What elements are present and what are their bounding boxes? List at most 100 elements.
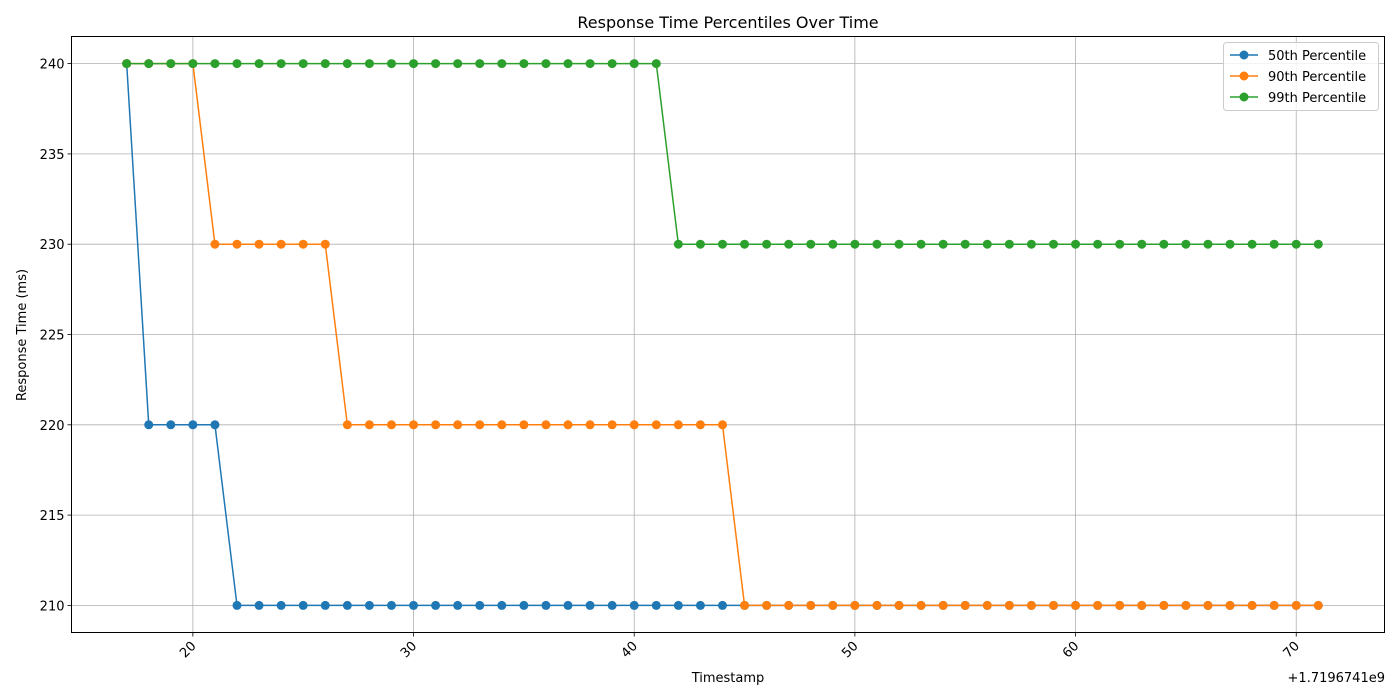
- legend-marker: [1239, 92, 1249, 102]
- x-tick-label: 20: [177, 639, 199, 661]
- data-point: [607, 420, 617, 430]
- data-point: [1048, 239, 1058, 249]
- data-point: [673, 600, 683, 610]
- data-point: [475, 600, 485, 610]
- data-point: [695, 420, 705, 430]
- data-point: [695, 600, 705, 610]
- data-point: [364, 59, 374, 69]
- data-point: [497, 420, 507, 430]
- data-point: [541, 59, 551, 69]
- data-point: [497, 59, 507, 69]
- data-point: [1291, 600, 1301, 610]
- data-point: [1137, 600, 1147, 610]
- data-point: [629, 420, 639, 430]
- x-offset-label: +1.7196741e9: [1288, 671, 1385, 686]
- data-point: [916, 239, 926, 249]
- data-point: [1181, 600, 1191, 610]
- data-point: [1004, 600, 1014, 610]
- data-point: [1269, 600, 1279, 610]
- data-point: [409, 420, 419, 430]
- data-point: [475, 59, 485, 69]
- data-point: [519, 600, 529, 610]
- data-point: [1159, 239, 1169, 249]
- data-point: [188, 59, 198, 69]
- data-point: [431, 600, 441, 610]
- data-point: [519, 420, 529, 430]
- legend-marker: [1239, 71, 1249, 81]
- data-point: [276, 600, 286, 610]
- data-point: [784, 239, 794, 249]
- y-tick-label: 235: [40, 148, 65, 163]
- data-point: [298, 59, 308, 69]
- data-point: [960, 239, 970, 249]
- data-point: [894, 239, 904, 249]
- y-tick-label: 230: [40, 238, 65, 253]
- data-point: [320, 239, 330, 249]
- x-tick-label: 30: [398, 639, 420, 661]
- data-point: [1004, 239, 1014, 249]
- data-point: [1225, 239, 1235, 249]
- data-point: [762, 239, 772, 249]
- data-point: [1071, 600, 1081, 610]
- data-point: [122, 59, 132, 69]
- data-point: [453, 59, 463, 69]
- legend-entry: 90th Percentile: [1230, 70, 1366, 85]
- x-tick-label: 60: [1060, 639, 1082, 661]
- y-tick-label: 210: [40, 599, 65, 614]
- data-point: [563, 59, 573, 69]
- data-point: [409, 59, 419, 69]
- data-point: [431, 420, 441, 430]
- y-tick-label: 225: [40, 329, 65, 344]
- data-point: [629, 600, 639, 610]
- data-point: [232, 239, 242, 249]
- data-point: [938, 239, 948, 249]
- data-point: [1203, 600, 1213, 610]
- data-point: [1247, 239, 1257, 249]
- data-point: [232, 59, 242, 69]
- data-point: [1137, 239, 1147, 249]
- legend-entry: 99th Percentile: [1230, 91, 1366, 106]
- data-point: [254, 600, 264, 610]
- data-point: [541, 420, 551, 430]
- series-2: [122, 59, 1323, 610]
- data-point: [982, 239, 992, 249]
- data-point: [740, 600, 750, 610]
- legend-label: 50th Percentile: [1268, 49, 1366, 64]
- data-point: [828, 600, 838, 610]
- data-point: [1093, 239, 1103, 249]
- data-point: [717, 420, 727, 430]
- data-point: [298, 600, 308, 610]
- data-point: [210, 59, 220, 69]
- data-point: [232, 600, 242, 610]
- data-point: [1048, 600, 1058, 610]
- legend-entry: 50th Percentile: [1230, 49, 1366, 64]
- data-point: [364, 600, 374, 610]
- data-point: [475, 420, 485, 430]
- data-point: [585, 600, 595, 610]
- data-point: [717, 239, 727, 249]
- series-layer: [122, 59, 1323, 610]
- series-3: [122, 59, 1323, 249]
- data-point: [1159, 600, 1169, 610]
- data-point: [938, 600, 948, 610]
- data-point: [254, 239, 264, 249]
- data-point: [850, 239, 860, 249]
- data-point: [673, 239, 683, 249]
- y-tick-label: 215: [40, 509, 65, 524]
- data-point: [806, 239, 816, 249]
- x-tick-label: 40: [619, 639, 641, 661]
- data-point: [872, 600, 882, 610]
- chart-title: Response Time Percentiles Over Time: [577, 13, 878, 32]
- data-point: [629, 59, 639, 69]
- data-point: [320, 59, 330, 69]
- x-axis-label: Timestamp: [691, 671, 765, 686]
- data-point: [916, 600, 926, 610]
- data-point: [1313, 600, 1323, 610]
- data-point: [806, 600, 816, 610]
- data-point: [894, 600, 904, 610]
- data-point: [166, 59, 176, 69]
- data-point: [386, 420, 396, 430]
- data-point: [276, 239, 286, 249]
- data-point: [342, 420, 352, 430]
- data-point: [695, 239, 705, 249]
